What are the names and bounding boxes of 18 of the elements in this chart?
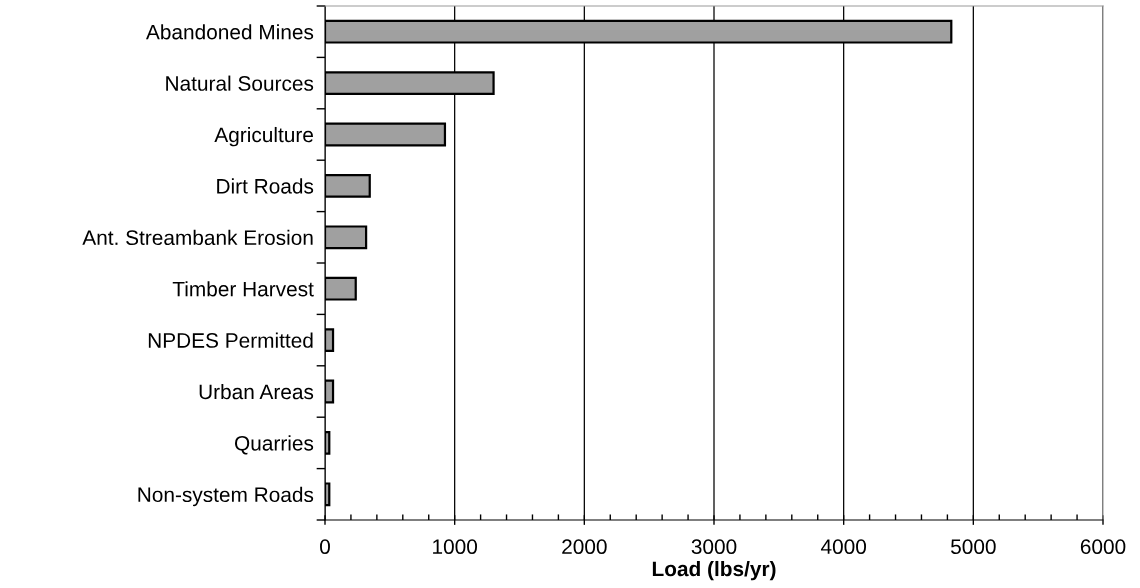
y-tick-label: Natural Sources [166, 75, 314, 91]
y-tick-label: Agriculture [214, 126, 313, 147]
y-tick-label: Ant. Streambank Erosion [82, 229, 313, 246]
y-tick-label: Dirt Roads [217, 178, 314, 194]
y-tick-label: Abandoned Mines [146, 24, 314, 40]
x-tick-label: 1000 [433, 539, 478, 555]
x-axis-title: Load (lbs/yr) [652, 560, 776, 581]
y-tick-label: Non-system Roads [138, 486, 314, 507]
y-tick-label: Quarries [235, 435, 314, 455]
x-tick-label: 0 [320, 539, 330, 555]
y-tick-label: Urban Areas [199, 383, 314, 400]
x-tick-label: 2000 [562, 539, 607, 555]
x-tick-label: 4000 [820, 539, 867, 555]
x-tick-label: 6000 [1080, 539, 1126, 555]
x-tick-label: 5000 [951, 539, 996, 555]
y-tick-label: NPDES Permitted [148, 332, 313, 348]
y-tick-label: Timber Harvest [172, 281, 314, 297]
x-tick-label: 3000 [691, 539, 737, 555]
